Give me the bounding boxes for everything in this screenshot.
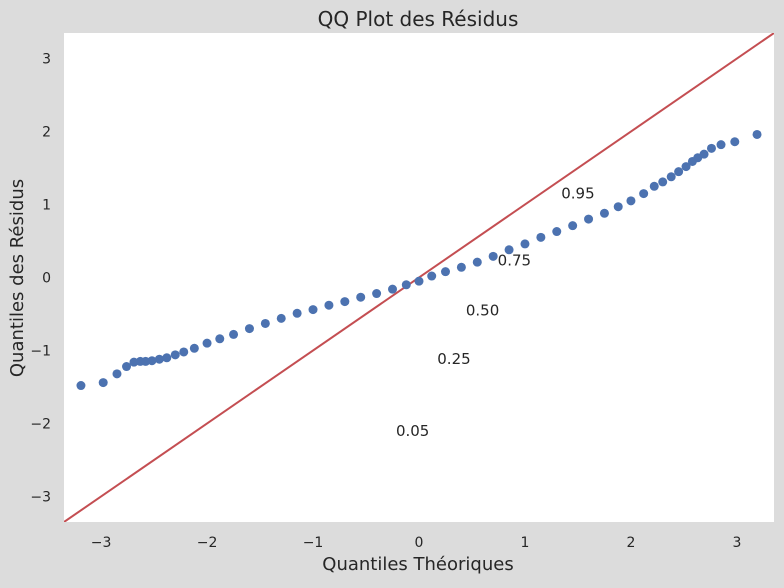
data-point — [552, 227, 562, 237]
data-point — [356, 292, 366, 302]
quantile-annotation: 0.95 — [561, 185, 594, 203]
data-point — [202, 338, 212, 348]
data-point — [658, 177, 668, 187]
data-point — [488, 251, 498, 261]
data-point — [666, 172, 676, 182]
data-point — [244, 324, 254, 334]
data-point — [599, 208, 609, 218]
data-point — [440, 267, 450, 277]
data-point — [613, 202, 623, 212]
data-point — [472, 257, 482, 267]
y-tick-label: −1 — [30, 343, 51, 359]
data-point — [504, 245, 514, 255]
y-tick-label: 0 — [42, 271, 51, 287]
data-point — [179, 347, 189, 357]
x-tick-label: −1 — [303, 535, 324, 551]
data-point — [626, 196, 636, 206]
data-point — [730, 137, 740, 147]
data-point — [98, 378, 108, 388]
data-point — [308, 305, 318, 315]
data-point — [584, 214, 594, 224]
data-point — [536, 232, 546, 242]
data-point — [649, 181, 659, 191]
y-tick-label: 3 — [42, 52, 51, 68]
data-point — [681, 162, 691, 172]
data-point — [401, 280, 411, 290]
data-point — [372, 289, 382, 299]
data-point — [260, 318, 270, 328]
data-point — [112, 369, 122, 379]
x-tick-label: −2 — [197, 535, 218, 551]
data-point — [215, 334, 225, 344]
x-tick-label: 0 — [415, 535, 424, 551]
data-point — [276, 313, 286, 323]
y-tick-labels: −3 −2 −1 0 1 2 3 — [30, 52, 51, 506]
data-point — [340, 297, 350, 307]
data-point — [674, 167, 684, 177]
y-tick-label: −3 — [30, 489, 51, 505]
data-point — [292, 308, 302, 318]
x-axis-label: Quantiles Théoriques — [322, 554, 513, 575]
x-tick-label: 3 — [732, 535, 741, 551]
data-point — [76, 381, 86, 391]
plot-content: 0.95 0.75 0.50 0.25 0.05 — [64, 33, 774, 522]
quantile-annotation: 0.50 — [466, 301, 499, 319]
y-tick-label: −2 — [30, 416, 51, 432]
quantile-annotation: 0.05 — [396, 422, 429, 440]
data-point — [706, 143, 716, 153]
data-point — [147, 356, 157, 366]
y-axis-label: Quantiles des Résidus — [7, 179, 28, 377]
quantile-annotation: 0.25 — [437, 350, 470, 368]
data-point — [388, 284, 398, 294]
y-tick-label: 2 — [42, 125, 51, 141]
y-tick-label: 1 — [42, 198, 51, 214]
x-tick-label: 1 — [521, 535, 530, 551]
data-point — [170, 350, 180, 360]
data-point — [414, 276, 424, 286]
data-points — [76, 129, 762, 391]
data-point — [324, 300, 334, 310]
data-point — [154, 354, 164, 364]
data-point — [639, 189, 649, 199]
data-point — [520, 239, 530, 249]
data-point — [189, 343, 199, 353]
data-point — [699, 149, 709, 159]
data-point — [568, 221, 578, 231]
data-point — [427, 271, 437, 281]
data-point — [122, 362, 132, 372]
data-point — [229, 329, 239, 339]
quantile-annotations: 0.95 0.75 0.50 0.25 0.05 — [396, 185, 595, 440]
chart-title: QQ Plot des Résidus — [318, 7, 519, 31]
data-point — [752, 129, 762, 139]
x-tick-label: 2 — [626, 535, 635, 551]
x-tick-labels: −3 −2 −1 0 1 2 3 — [91, 535, 742, 551]
data-point — [162, 353, 172, 363]
data-point — [456, 262, 466, 272]
quantile-annotation: 0.75 — [498, 252, 531, 270]
x-tick-label: −3 — [91, 535, 112, 551]
data-point — [716, 140, 726, 150]
